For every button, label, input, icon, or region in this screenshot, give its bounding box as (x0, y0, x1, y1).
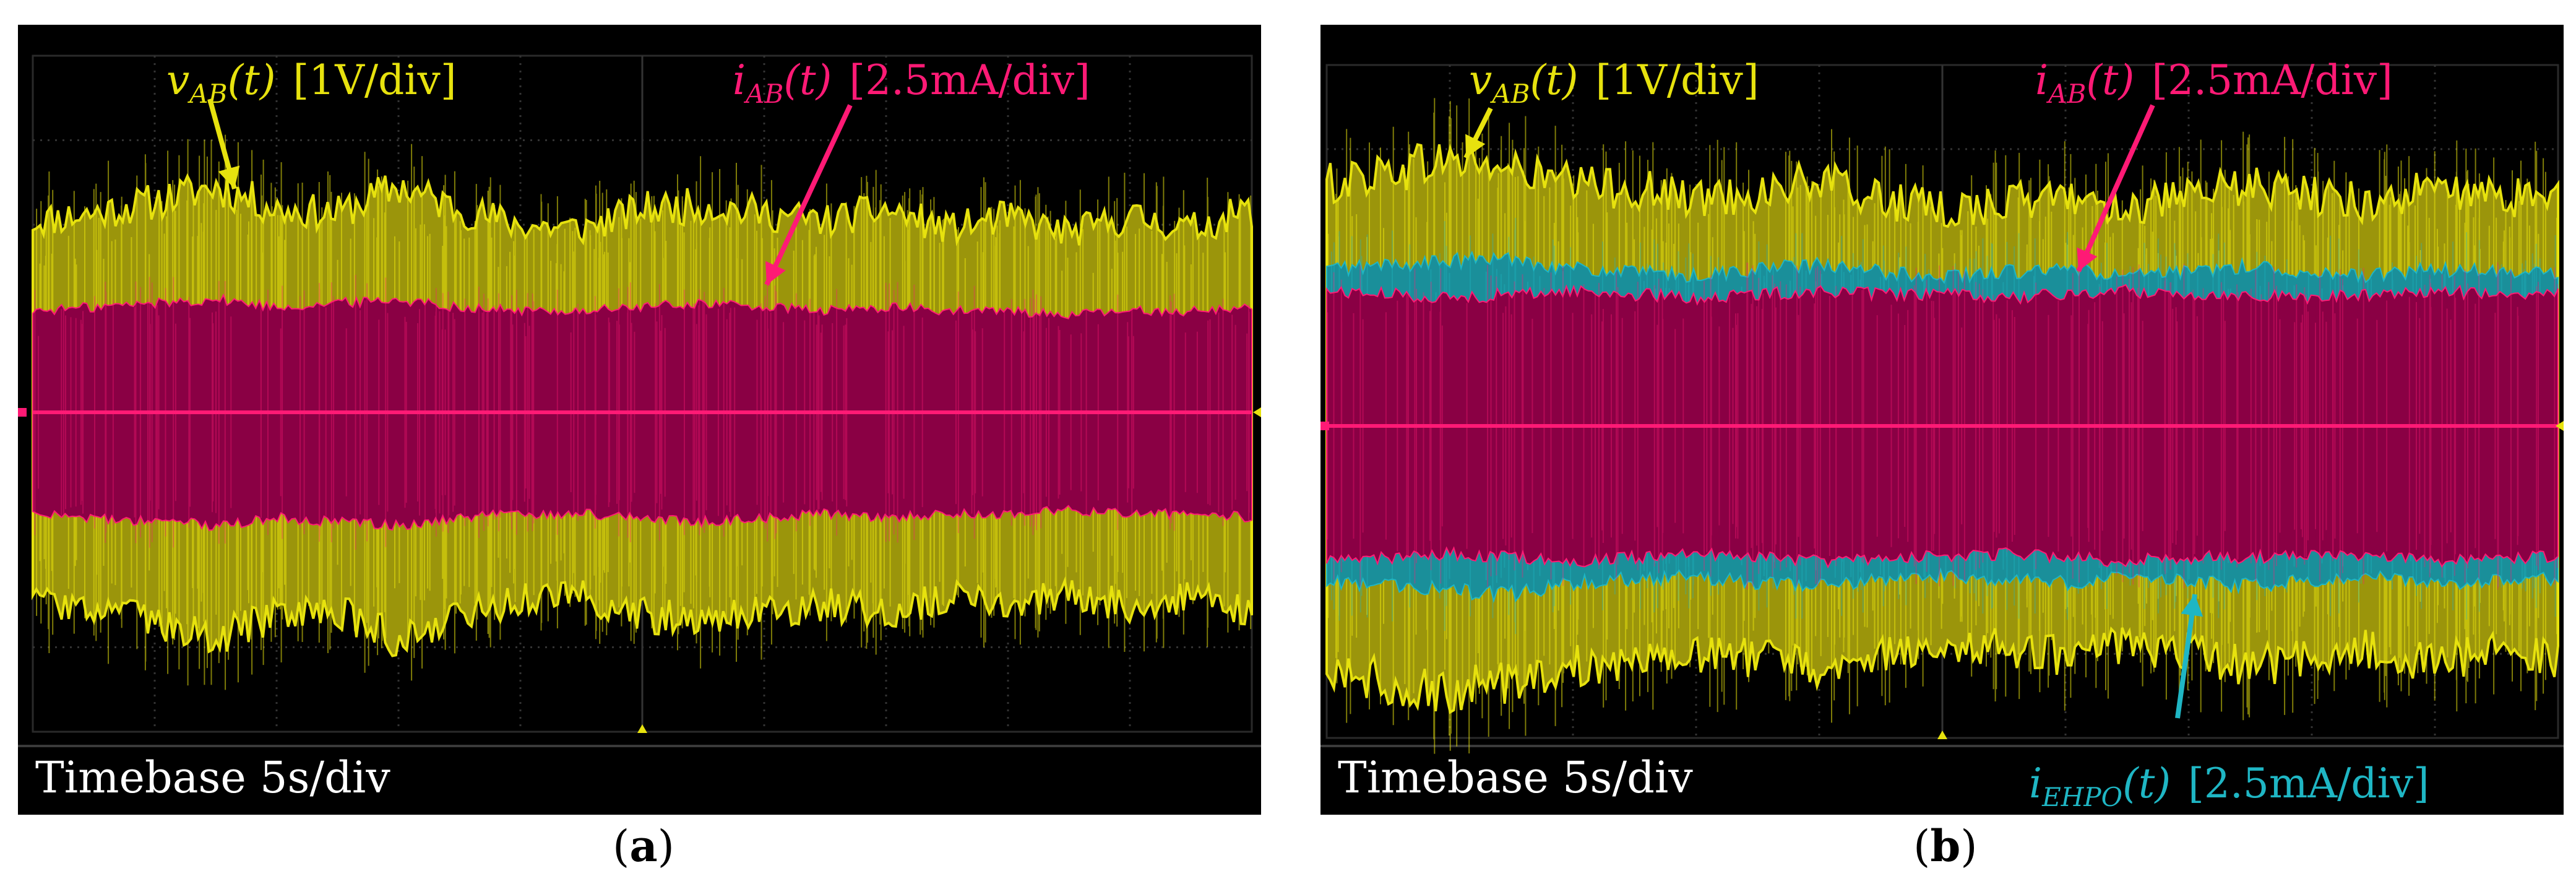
oscilloscope-plot-b: vAB(t) [1V/div] iAB(t) [2.5mA/div]iEHPO(t)[… (1320, 56, 2564, 812)
scope-panel-a: vAB(t) [1V/div] iAB(t) [2.5mA/div] Timebase … (18, 25, 1261, 815)
arrow-head-icon (2181, 594, 2203, 617)
label-arrow (2076, 104, 2155, 272)
series-label-scale: [2.5mA/div] (2188, 760, 2429, 807)
series-label-scale: [2.5mA/div] (849, 56, 1090, 104)
series-label-symbol: v (1469, 56, 1492, 104)
series-label-scale: [1V/div] (1596, 56, 1759, 104)
trigger-level-marker (2556, 421, 2564, 431)
series-label-symbol: i (733, 56, 746, 104)
series-label-symbol: v (166, 56, 189, 104)
timebase-label: Timebase 5s/div (1338, 752, 1693, 803)
caption-letter-a: a (629, 820, 658, 872)
series-label-arg: (t) (228, 56, 276, 104)
series-label-arg: (t) (2086, 56, 2134, 104)
trigger-position-marker (637, 724, 647, 733)
subfigure-caption-b: (b) (1913, 820, 1978, 872)
trigger-position-marker (1937, 731, 1947, 739)
scope-panel-b: vAB(t) [1V/div] iAB(t) [2.5mA/div] iEHPO(t)[… (1320, 25, 2564, 815)
series-label-arg: (t) (1530, 56, 1579, 104)
series-label-scale: [1V/div] (293, 56, 457, 104)
series-label-subscript: AB (743, 79, 783, 109)
series-label-vabt: vAB(t) [1V/div] (166, 56, 457, 109)
ground-marker (1320, 422, 1329, 430)
ground-marker (18, 408, 27, 417)
series-label-iabt: iAB(t) [2.5mA/div] (733, 56, 1090, 109)
series-label-symbol: i (2035, 56, 2048, 104)
series-label-iehpot: iEHPO(t) [2.5mA/div] (2029, 760, 2429, 812)
series-label-subscript: EHPO (2041, 782, 2122, 812)
series-label-subscript: AB (1489, 79, 1530, 109)
arrow-head-icon (218, 165, 240, 189)
oscilloscope-plot-a: vAB(t) [1V/div] iAB(t) [2.5mA/div]Timebase … (18, 54, 1261, 803)
caption-letter-b: b (1930, 820, 1961, 872)
overlay-a (18, 407, 1261, 733)
arrow-head-icon (765, 261, 786, 285)
series-label-iabt: iAB(t) [2.5mA/div] (2035, 56, 2393, 109)
labels-b: vAB(t) [1V/div] iAB(t) [2.5mA/div]iEHPO(t)[… (1338, 56, 2429, 812)
trigger-level-marker (1253, 407, 1261, 417)
series-label-symbol: i (2029, 760, 2042, 807)
arrow-head-icon (1465, 134, 1486, 158)
series-label-arg: (t) (783, 56, 832, 104)
subfigure-caption-a: (a) (613, 820, 674, 872)
labels-a: vAB(t) [1V/div] iAB(t) [2.5mA/div]Timebase … (35, 56, 1090, 803)
series-layer-a (32, 134, 1253, 690)
label-arrow (764, 104, 853, 286)
timebase-label: Timebase 5s/div (35, 752, 390, 803)
series-label-vabt: vAB(t) [1V/div] (1469, 56, 1759, 109)
series-label-scale: [2.5mA/div] (2152, 56, 2393, 104)
overlay-b (1320, 421, 2564, 739)
arrow-head-icon (2077, 247, 2098, 271)
series-label-subscript: AB (2046, 79, 2086, 109)
series-label-arg: (t) (2122, 760, 2171, 807)
series-label-subscript: AB (187, 79, 227, 109)
